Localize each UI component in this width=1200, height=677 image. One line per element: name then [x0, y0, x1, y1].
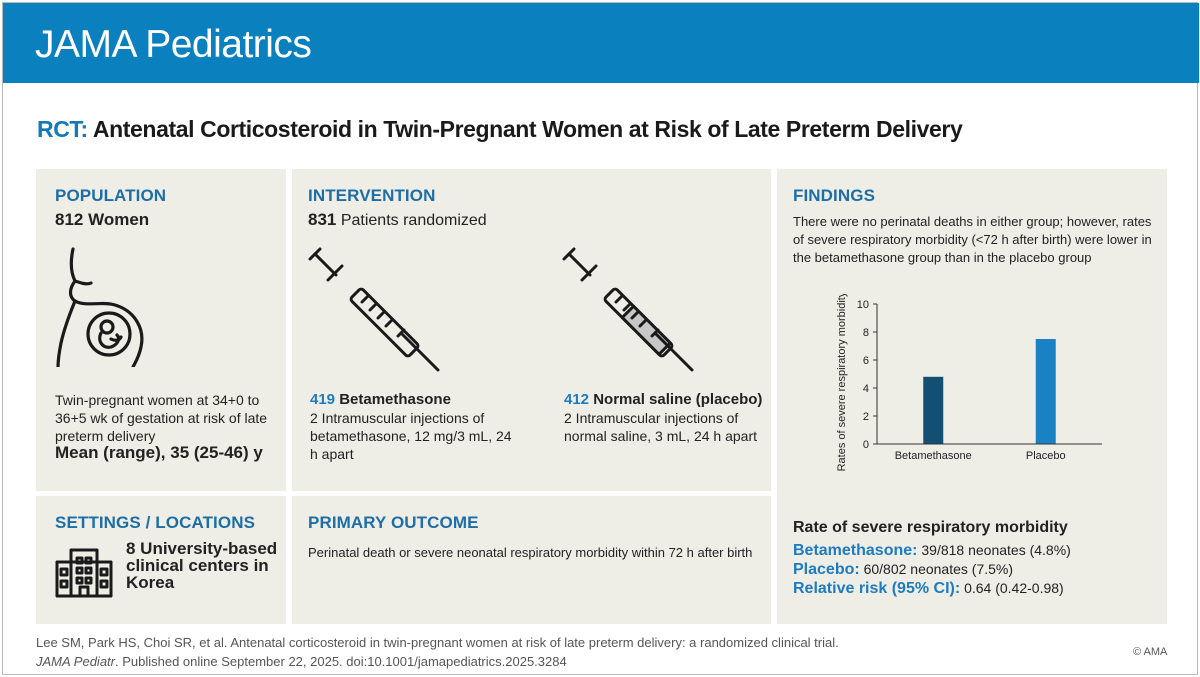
- syringe-icon: [308, 247, 440, 372]
- headline-title: Antenatal Corticosteroid in Twin-Pregnan…: [92, 116, 963, 142]
- pregnant-woman-icon: [56, 247, 144, 367]
- primary-outcome-text: Perinatal death or severe neonatal respi…: [308, 545, 753, 560]
- arm-betamethasone-name: Betamethasone: [339, 391, 451, 408]
- rate-title: Rate of severe respiratory morbidity: [793, 519, 1068, 536]
- chart-ytick-label: 8: [863, 327, 869, 339]
- primary-outcome-title: PRIMARY OUTCOME: [308, 513, 479, 532]
- chart-ytick-label: 0: [863, 439, 869, 451]
- citation: Lee SM, Park HS, Choi SR, et al. Antenat…: [36, 633, 839, 671]
- result-placebo: Placebo: 60/802 neonates (7.5%): [793, 560, 1013, 579]
- population-panel: POPULATION 812 Women Twin-pregnant women…: [36, 169, 286, 491]
- headline: RCT: Antenatal Corticosteroid in Twin-Pr…: [37, 116, 963, 143]
- chart-bar-placebo: [1035, 339, 1056, 444]
- primary-outcome-panel: PRIMARY OUTCOME Perinatal death or sever…: [292, 496, 771, 624]
- result-placebo-label: Placebo:: [793, 561, 860, 578]
- intervention-panel: INTERVENTION 831 Patients randomized: [292, 169, 771, 491]
- syringe-icon: [562, 247, 694, 372]
- chart-category-label: Betamethasone: [895, 450, 972, 462]
- citation-authors: Lee SM, Park HS, Choi SR, et al. Antenat…: [36, 635, 839, 650]
- arm-betamethasone-n: 419: [310, 391, 336, 408]
- arm-placebo: 412 Normal saline (placebo) 2 Intramuscu…: [564, 391, 764, 445]
- arm-placebo-desc: 2 Intramuscular injections of normal sal…: [564, 410, 757, 444]
- findings-chart: 0 2 4 6 8 10 Betamethasone Placebo Rates of se…: [836, 294, 1102, 471]
- chart-ylabel: Rates of severe respiratory morbidity, %: [836, 294, 848, 471]
- randomized-count: 831: [308, 210, 337, 229]
- journal-header: JAMA Pediatrics: [3, 3, 1199, 83]
- chart-ytick-label: 2: [863, 411, 869, 423]
- chart-bar-betamethasone: [923, 376, 944, 444]
- chart-ytick-label: 10: [857, 299, 869, 311]
- settings-title: SETTINGS / LOCATIONS: [55, 513, 256, 532]
- result-relative-risk: Relative risk (95% CI): 0.64 (0.42-0.98): [793, 579, 1064, 598]
- result-rr-value: 0.64 (0.42-0.98): [964, 580, 1064, 596]
- intervention-title: INTERVENTION: [308, 186, 436, 205]
- arm-placebo-n: 412: [564, 391, 590, 408]
- findings-title: FINDINGS: [793, 186, 876, 205]
- findings-text: There were no perinatal deaths in either…: [793, 214, 1152, 265]
- population-title: POPULATION: [55, 186, 167, 205]
- chart-ytick-label: 4: [863, 383, 869, 395]
- chart-category-label: Placebo: [1026, 450, 1066, 462]
- result-placebo-value: 60/802 neonates (7.5%): [863, 561, 1014, 577]
- arm-placebo-name: Normal saline (placebo): [593, 391, 763, 408]
- population-age: Mean (range), 35 (25-46) y: [55, 443, 263, 462]
- arm-betamethasone: 419 Betamethasone 2 Intramuscular inject…: [310, 391, 520, 463]
- citation-published: JAMA Pediatr. Published online September…: [36, 652, 839, 671]
- result-betamethasone-value: 39/818 neonates (4.8%): [921, 542, 1071, 558]
- result-rr-label: Relative risk (95% CI):: [793, 580, 961, 597]
- chart-ytick-label: 6: [863, 355, 869, 367]
- result-betamethasone-label: Betamethasone:: [793, 542, 918, 559]
- copyright: © AMA: [1133, 646, 1168, 658]
- randomized-line: 831 Patients randomized: [308, 211, 487, 230]
- population-count: 812 Women: [55, 210, 150, 229]
- journal-title: JAMA Pediatrics: [35, 23, 312, 66]
- settings-text: 8 University-based clinical centers in K…: [126, 539, 278, 592]
- hospital-building-icon: [55, 548, 113, 598]
- headline-tag: RCT:: [37, 116, 88, 142]
- randomized-label: Patients randomized: [340, 212, 487, 229]
- settings-panel: SETTINGS / LOCATIONS 8 University-based …: [36, 496, 286, 624]
- citation-journal: JAMA Pediatr: [36, 654, 115, 669]
- result-betamethasone: Betamethasone: 39/818 neonates (4.8%): [793, 541, 1071, 560]
- population-description: Twin-pregnant women at 34+0 to 36+5 wk o…: [55, 392, 268, 444]
- arm-betamethasone-desc: 2 Intramuscular injections of betamethas…: [310, 410, 512, 462]
- citation-doi: . Published online September 22, 2025. d…: [115, 654, 567, 669]
- findings-panel: FINDINGS There were no perinatal deaths …: [777, 169, 1167, 624]
